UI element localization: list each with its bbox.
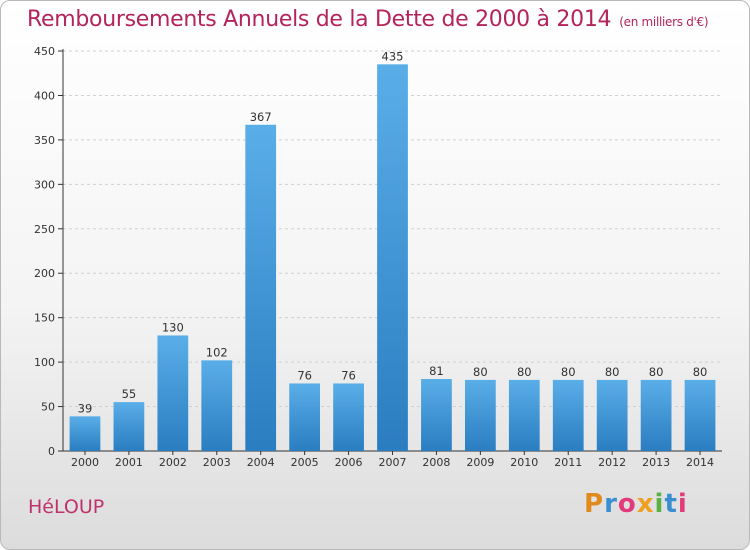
bar-2014 bbox=[684, 379, 716, 451]
value-label: 80 bbox=[693, 365, 708, 379]
x-tick-label: 2000 bbox=[71, 456, 99, 469]
y-tick-label: 350 bbox=[34, 134, 55, 147]
y-tick-label: 50 bbox=[41, 401, 55, 414]
bar-2006 bbox=[333, 383, 364, 451]
value-label: 435 bbox=[382, 49, 404, 63]
bar-2003 bbox=[201, 360, 233, 451]
bar-2008 bbox=[421, 379, 452, 451]
bar-2011 bbox=[552, 379, 584, 451]
bar-2000 bbox=[69, 416, 101, 451]
x-tick-label: 2008 bbox=[422, 456, 450, 469]
bar-2005 bbox=[289, 383, 321, 451]
chart-title-text: Remboursements Annuels de la Dette de 20… bbox=[27, 7, 612, 32]
y-tick-label: 100 bbox=[34, 356, 55, 369]
y-tick-label: 0 bbox=[48, 445, 55, 458]
y-tick-label: 250 bbox=[34, 223, 55, 236]
x-tick-label: 2001 bbox=[115, 456, 143, 469]
x-tick-label: 2011 bbox=[554, 456, 582, 469]
x-tick-label: 2013 bbox=[642, 456, 670, 469]
chart-unit: (en milliers d'€) bbox=[619, 15, 709, 29]
value-label: 76 bbox=[297, 368, 312, 382]
y-tick-label: 200 bbox=[34, 267, 55, 280]
bar-2002 bbox=[157, 335, 189, 451]
bar-2013 bbox=[640, 379, 672, 451]
city-name: HéLOUP bbox=[28, 496, 105, 518]
x-tick-label: 2006 bbox=[335, 456, 363, 469]
y-tick-label: 300 bbox=[34, 178, 55, 191]
bar-2001 bbox=[113, 402, 145, 451]
x-tick-label: 2012 bbox=[598, 456, 626, 469]
value-labels: 39 55 130 102 367 76 76 435 81 80 80 80 80 80 80 bbox=[78, 49, 708, 415]
value-label: 80 bbox=[517, 365, 532, 379]
value-label: 80 bbox=[649, 365, 664, 379]
bar-2010 bbox=[508, 379, 540, 451]
value-label: 39 bbox=[78, 401, 93, 415]
value-label: 367 bbox=[250, 110, 272, 124]
value-label: 81 bbox=[429, 364, 444, 378]
bars bbox=[69, 64, 716, 452]
x-tick-label: 2002 bbox=[159, 456, 187, 469]
proxiti-logo: Proxiti bbox=[584, 489, 688, 519]
x-tick-label: 2009 bbox=[466, 456, 494, 469]
value-label: 76 bbox=[341, 368, 356, 382]
y-tick-label: 150 bbox=[34, 312, 55, 325]
value-label: 80 bbox=[473, 365, 488, 379]
bar-2007 bbox=[377, 64, 408, 452]
value-label: 55 bbox=[122, 387, 137, 401]
x-tick-label: 2004 bbox=[247, 456, 275, 469]
y-tick-label: 450 bbox=[34, 45, 55, 58]
bar-2009 bbox=[464, 379, 496, 451]
axes: 0 50 100 150 200 250 300 350 400 450 2000 2001 2002 2… bbox=[34, 45, 722, 469]
x-tick-label: 2003 bbox=[203, 456, 231, 469]
x-tick-label: 2007 bbox=[379, 456, 407, 469]
x-tick-label: 2014 bbox=[686, 456, 714, 469]
value-label: 80 bbox=[605, 365, 620, 379]
x-tick-label: 2005 bbox=[291, 456, 319, 469]
value-label: 80 bbox=[561, 365, 576, 379]
chart-title: Remboursements Annuels de la Dette de 20… bbox=[27, 7, 709, 32]
y-tick-label: 400 bbox=[34, 89, 55, 102]
bar-2004 bbox=[245, 124, 277, 452]
bar-2012 bbox=[596, 379, 628, 451]
value-label: 102 bbox=[206, 345, 228, 359]
x-tick-label: 2010 bbox=[510, 456, 538, 469]
value-label: 130 bbox=[162, 320, 184, 334]
